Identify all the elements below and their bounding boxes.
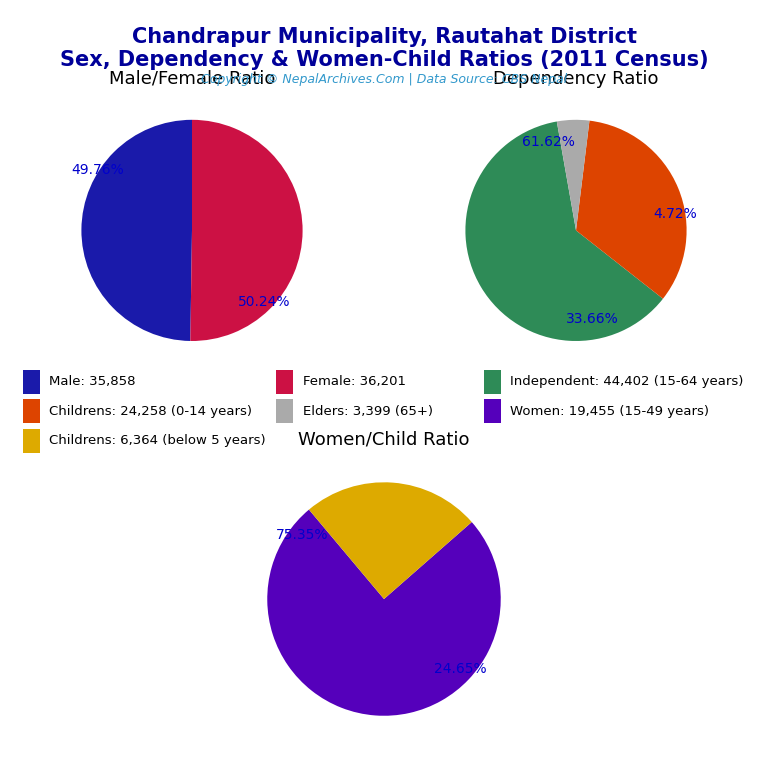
- FancyBboxPatch shape: [23, 370, 40, 393]
- Wedge shape: [576, 121, 687, 299]
- Text: Chandrapur Municipality, Rautahat District: Chandrapur Municipality, Rautahat Distri…: [131, 27, 637, 47]
- Text: 24.65%: 24.65%: [434, 662, 486, 676]
- Text: 61.62%: 61.62%: [522, 135, 574, 149]
- Wedge shape: [309, 482, 472, 599]
- Text: Sex, Dependency & Women-Child Ratios (2011 Census): Sex, Dependency & Women-Child Ratios (20…: [60, 50, 708, 70]
- Text: Childrens: 6,364 (below 5 years): Childrens: 6,364 (below 5 years): [49, 435, 266, 447]
- FancyBboxPatch shape: [23, 429, 40, 452]
- FancyBboxPatch shape: [276, 370, 293, 393]
- Text: Copyright © NepalArchives.Com | Data Source: CBS Nepal: Copyright © NepalArchives.Com | Data Sou…: [201, 73, 567, 86]
- FancyBboxPatch shape: [484, 370, 501, 393]
- Text: Women: 19,455 (15-49 years): Women: 19,455 (15-49 years): [510, 405, 709, 418]
- Text: 4.72%: 4.72%: [654, 207, 697, 221]
- Title: Dependency Ratio: Dependency Ratio: [493, 70, 659, 88]
- Title: Women/Child Ratio: Women/Child Ratio: [298, 431, 470, 449]
- Text: Independent: 44,402 (15-64 years): Independent: 44,402 (15-64 years): [510, 376, 743, 388]
- Wedge shape: [465, 121, 663, 341]
- Wedge shape: [81, 120, 192, 341]
- FancyBboxPatch shape: [23, 399, 40, 423]
- Title: Male/Female Ratio: Male/Female Ratio: [109, 70, 275, 88]
- FancyBboxPatch shape: [484, 399, 501, 423]
- Wedge shape: [267, 510, 501, 716]
- Text: Elders: 3,399 (65+): Elders: 3,399 (65+): [303, 405, 432, 418]
- Text: Childrens: 24,258 (0-14 years): Childrens: 24,258 (0-14 years): [49, 405, 252, 418]
- Text: 50.24%: 50.24%: [237, 295, 290, 310]
- Text: 75.35%: 75.35%: [276, 528, 329, 542]
- Text: 49.76%: 49.76%: [71, 163, 124, 177]
- Text: 33.66%: 33.66%: [566, 312, 619, 326]
- Wedge shape: [190, 120, 303, 341]
- Wedge shape: [557, 120, 590, 230]
- Text: Female: 36,201: Female: 36,201: [303, 376, 406, 388]
- FancyBboxPatch shape: [276, 399, 293, 423]
- Text: Male: 35,858: Male: 35,858: [49, 376, 136, 388]
